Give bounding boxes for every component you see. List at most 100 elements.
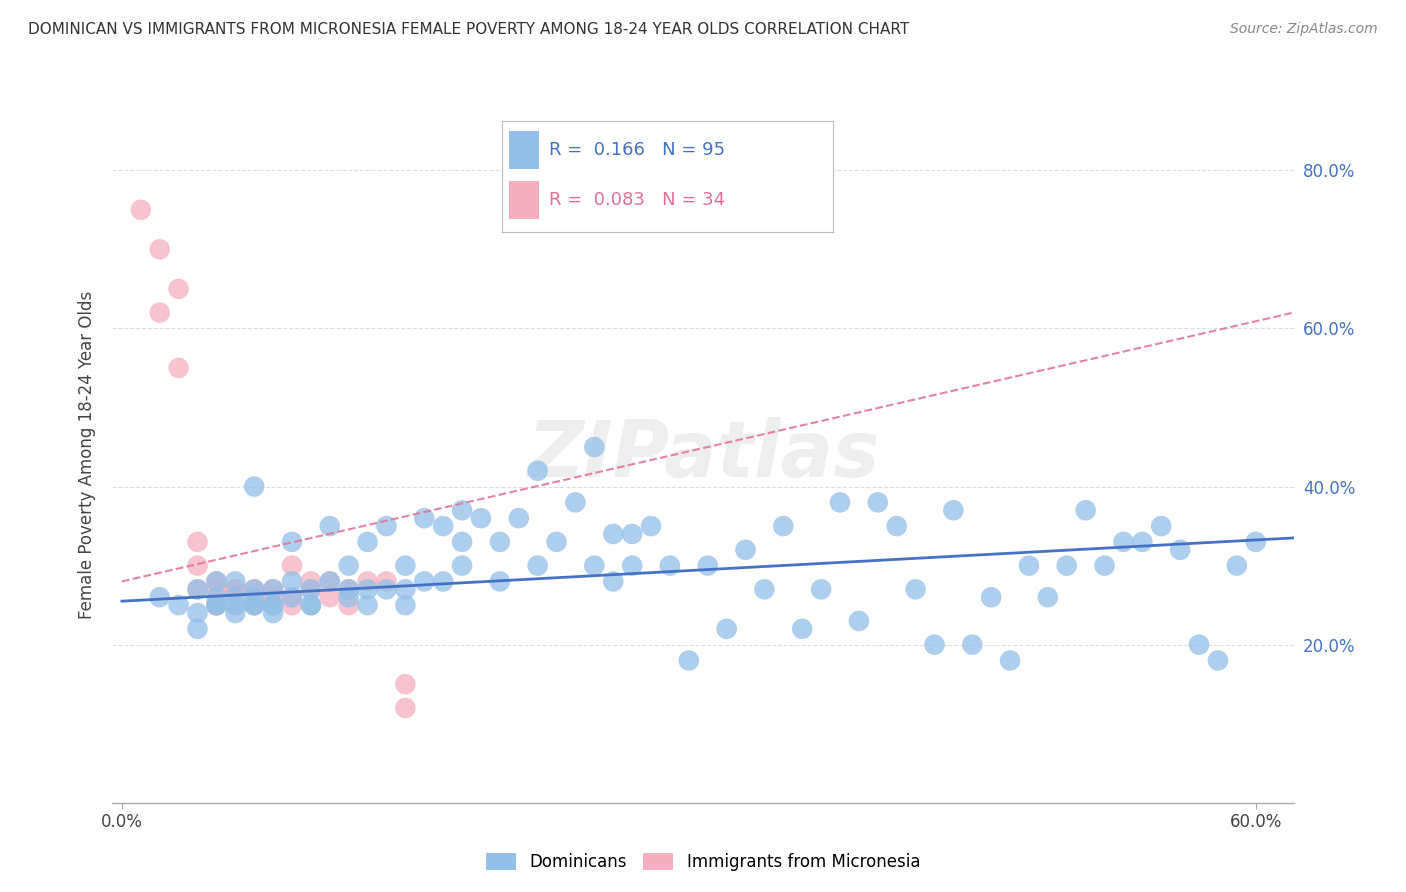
Point [186,582,208,597]
Point [337,598,360,612]
Point [583,558,606,573]
Point [962,638,984,652]
Point [696,558,718,573]
Point [281,591,304,605]
Point [432,519,454,533]
Point [866,495,889,509]
Point [262,591,284,605]
Point [848,614,870,628]
Point [640,519,662,533]
Point [299,598,322,612]
Point [319,574,342,589]
Point [243,598,266,612]
Point [205,598,228,612]
Point [149,305,172,319]
Point [1036,591,1059,605]
Point [1130,534,1153,549]
Point [224,606,246,620]
Point [262,598,284,612]
Point [375,519,398,533]
Point [205,598,228,612]
Point [224,591,246,605]
Point [602,527,624,541]
Point [224,598,246,612]
Point [186,558,208,573]
Point [1056,558,1078,573]
Text: DOMINICAN VS IMMIGRANTS FROM MICRONESIA FEMALE POVERTY AMONG 18-24 YEAR OLDS COR: DOMINICAN VS IMMIGRANTS FROM MICRONESIA … [28,22,910,37]
Point [356,534,378,549]
Point [243,582,266,597]
Point [375,582,398,597]
Point [658,558,681,573]
Point [319,591,342,605]
Point [1074,503,1097,517]
Point [205,574,228,589]
Point [337,591,360,605]
Point [451,534,474,549]
Point [734,542,756,557]
Legend: Dominicans, Immigrants from Micronesia: Dominicans, Immigrants from Micronesia [479,847,927,878]
Point [413,574,436,589]
Point [299,574,322,589]
Point [205,598,228,612]
Point [243,598,266,612]
Point [243,598,266,612]
Point [205,598,228,612]
Point [394,558,416,573]
Point [262,606,284,620]
Point [243,591,266,605]
Point [281,591,304,605]
Point [470,511,492,525]
Point [754,582,776,597]
Point [375,574,398,589]
Point [886,519,908,533]
Point [281,558,304,573]
Point [716,622,738,636]
Point [1168,542,1191,557]
Point [205,574,228,589]
Point [167,360,190,375]
Point [224,598,246,612]
Point [243,591,266,605]
Point [508,511,530,525]
Point [149,591,172,605]
Point [564,495,586,509]
Point [299,582,322,597]
Point [451,558,474,573]
Point [205,591,228,605]
Point [129,202,152,217]
Point [621,527,644,541]
Point [262,582,284,597]
Point [262,598,284,612]
Point [583,440,606,454]
Point [413,511,436,525]
Point [224,582,246,597]
Point [1018,558,1040,573]
Point [998,653,1021,667]
Point [1244,534,1267,549]
Point [186,606,208,620]
Point [299,582,322,597]
Point [1188,638,1211,652]
Point [980,591,1002,605]
Point [394,598,416,612]
Point [394,677,416,691]
Point [772,519,794,533]
Point [1112,534,1135,549]
Point [243,479,266,493]
Point [489,574,512,589]
Point [186,534,208,549]
Point [451,503,474,517]
Point [337,582,360,597]
Point [262,582,284,597]
Y-axis label: Female Poverty Among 18-24 Year Olds: Female Poverty Among 18-24 Year Olds [77,291,96,619]
Point [262,598,284,612]
Point [299,598,322,612]
Point [356,574,378,589]
Point [942,503,965,517]
Point [792,622,814,636]
Point [1094,558,1116,573]
Point [149,243,172,257]
Point [828,495,851,509]
Point [281,574,304,589]
